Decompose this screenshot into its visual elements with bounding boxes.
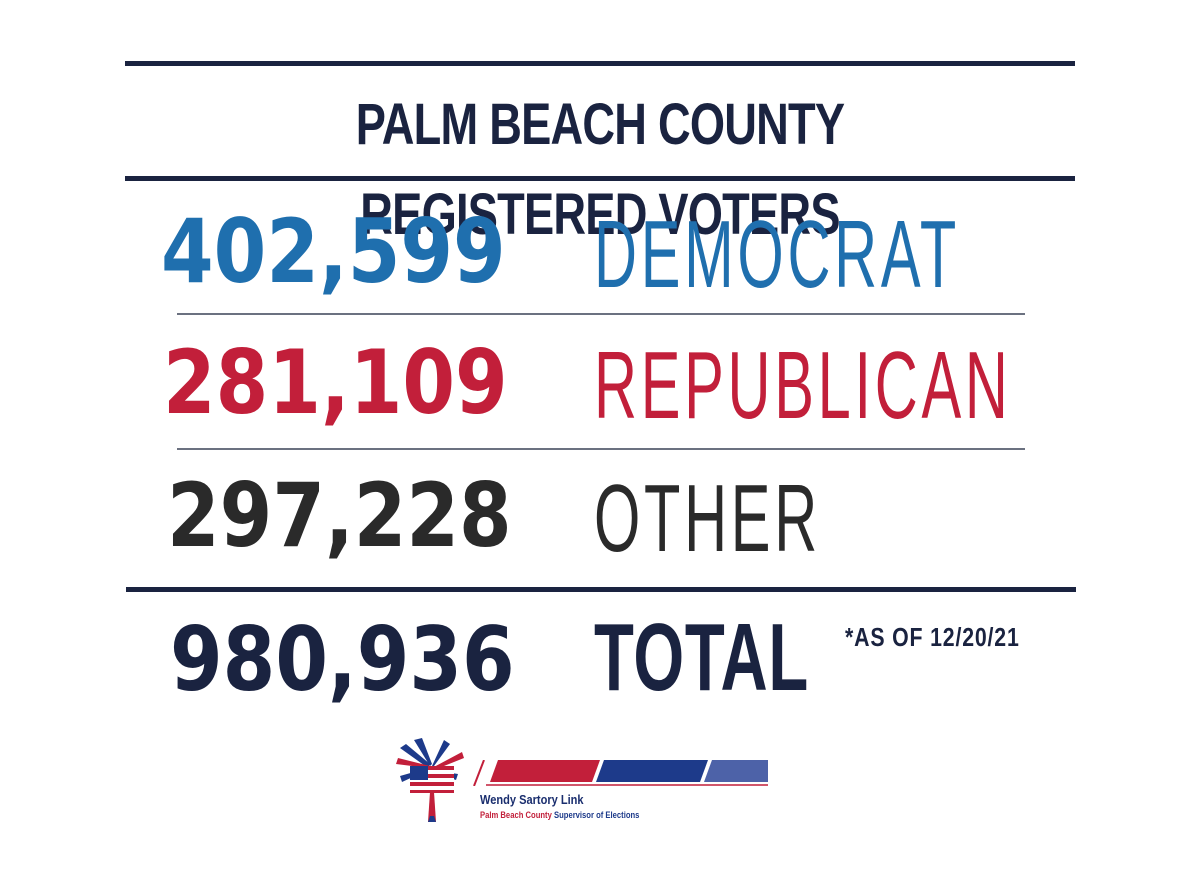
logo-subtitle-county: Palm Beach County — [480, 810, 552, 820]
total-rule — [126, 587, 1076, 592]
logo-subtitle-office: Supervisor of Elections — [553, 810, 640, 820]
other-count: 297,228 — [167, 464, 512, 567]
row-divider — [177, 313, 1025, 315]
as-of-note: *AS OF 12/20/21 — [845, 622, 1020, 652]
republican-count: 281,109 — [163, 331, 508, 434]
title-rule — [125, 176, 1075, 181]
other-label: OTHER — [594, 465, 821, 572]
page-title: PALM BEACH COUNTY REGISTERED VOTERS — [355, 92, 845, 247]
top-rule — [125, 61, 1075, 66]
logo-stripes — [470, 759, 770, 787]
row-divider — [177, 448, 1025, 450]
republican-label: REPUBLICAN — [594, 332, 1012, 439]
total-count: 980,936 — [170, 608, 515, 711]
logo-name: Wendy Sartory Link — [480, 792, 584, 807]
logo-subtitle: Palm Beach County Supervisor of Election… — [480, 810, 639, 820]
total-label: TOTAL — [594, 604, 809, 711]
palm-tree-flag-icon — [392, 738, 472, 824]
democrat-label: DEMOCRAT — [594, 201, 960, 308]
democrat-count: 402,599 — [161, 200, 506, 303]
